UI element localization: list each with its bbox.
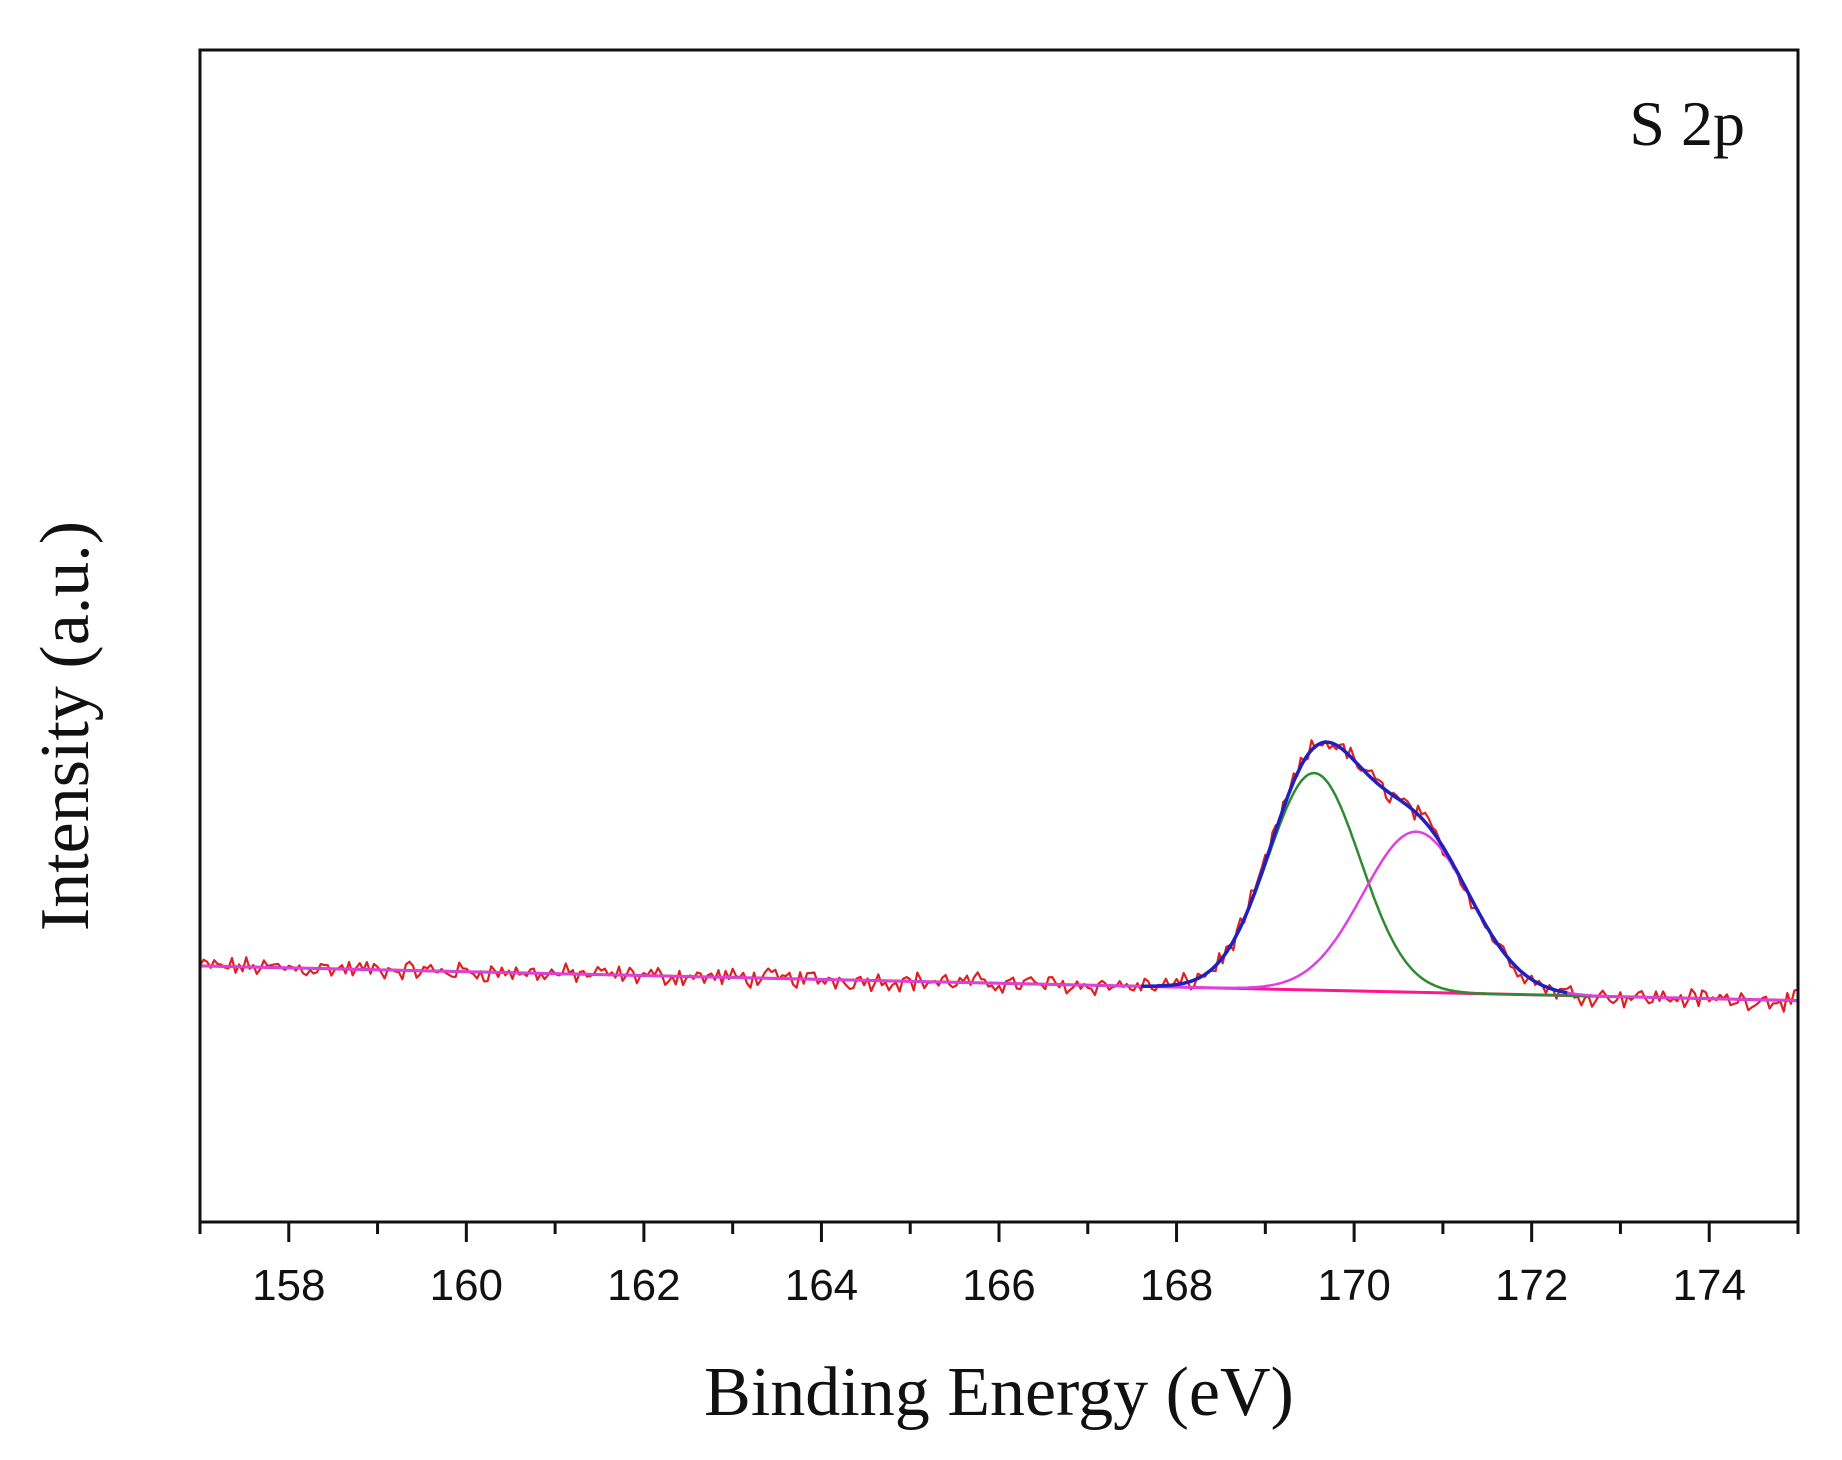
envelope-fit-series bbox=[1141, 740, 1568, 995]
x-tick-label: 170 bbox=[1317, 1261, 1390, 1310]
x-axis-label: Binding Energy (eV) bbox=[704, 1354, 1294, 1431]
x-tick-label: 158 bbox=[252, 1261, 325, 1310]
raw-data-series bbox=[199, 739, 1799, 1013]
spectrum-label: S 2p bbox=[1629, 88, 1745, 159]
component-peak-1 bbox=[200, 771, 1798, 1002]
x-tick-label: 168 bbox=[1140, 1261, 1213, 1310]
plot-frame bbox=[198, 48, 1800, 1224]
y-axis-label: Intensity (a.u.) bbox=[27, 521, 104, 931]
x-tick-label: 166 bbox=[962, 1261, 1035, 1310]
x-tick-label: 172 bbox=[1495, 1261, 1568, 1310]
plot-marks bbox=[199, 739, 1799, 1013]
x-tick-label: 162 bbox=[607, 1261, 680, 1310]
component-peak-2 bbox=[200, 830, 1798, 1002]
x-tick-label: 160 bbox=[430, 1261, 503, 1310]
x-tick-label: 174 bbox=[1673, 1261, 1746, 1310]
x-axis-ticks: 158 160 162 164 166 168 170 172 174 bbox=[198, 1222, 1800, 1310]
x-tick-label: 164 bbox=[785, 1261, 858, 1310]
